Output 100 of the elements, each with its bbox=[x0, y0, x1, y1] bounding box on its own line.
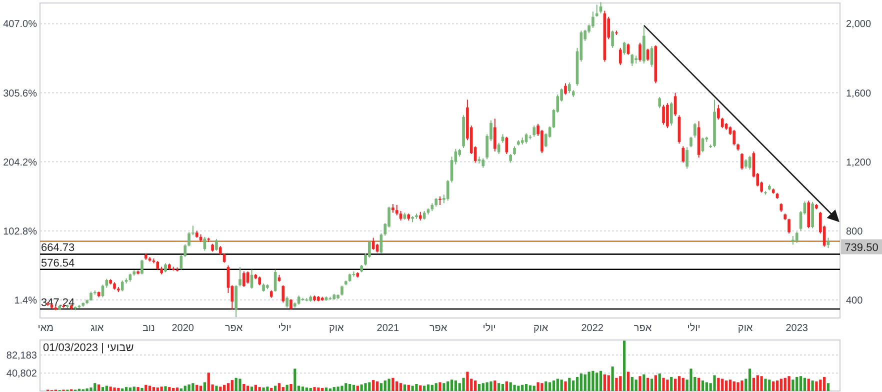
bar bbox=[309, 388, 312, 391]
candlestick bbox=[250, 269, 254, 290]
bar bbox=[336, 386, 340, 391]
candlestick bbox=[650, 46, 654, 68]
candlestick bbox=[788, 218, 790, 234]
bar bbox=[380, 383, 382, 391]
bar bbox=[411, 386, 414, 391]
y-tick-label: 1,600 bbox=[846, 88, 872, 100]
bar bbox=[524, 384, 528, 391]
bar bbox=[230, 380, 234, 391]
x-tick-label: נוב bbox=[142, 323, 156, 334]
bar bbox=[799, 376, 802, 391]
bar bbox=[313, 387, 316, 391]
candlestick bbox=[694, 122, 696, 138]
bar bbox=[419, 385, 422, 391]
bar bbox=[94, 383, 96, 391]
x-tick-label: אפר bbox=[224, 323, 244, 334]
annotation: שבועי | 01/03/2023 bbox=[43, 342, 134, 354]
bar bbox=[732, 381, 736, 391]
y2-tick-label: 1.4% bbox=[14, 295, 38, 306]
bar bbox=[819, 380, 822, 391]
bar bbox=[254, 384, 257, 391]
bar bbox=[666, 380, 669, 391]
x-tick-label: 2023 bbox=[786, 323, 808, 334]
bar bbox=[128, 388, 132, 391]
bar bbox=[105, 386, 108, 391]
x-tick-label: 2021 bbox=[376, 323, 400, 334]
bar bbox=[540, 383, 544, 391]
bar bbox=[160, 386, 163, 391]
y-tick-label: 2,000 bbox=[846, 19, 872, 30]
bar bbox=[223, 384, 226, 391]
candlestick bbox=[234, 284, 238, 318]
bar bbox=[521, 384, 524, 391]
candlestick bbox=[564, 82, 567, 95]
bar bbox=[321, 388, 324, 391]
bar bbox=[250, 386, 254, 391]
bar bbox=[752, 378, 756, 391]
bar bbox=[180, 388, 182, 391]
bar bbox=[536, 382, 540, 391]
y-tick-label: 800 bbox=[846, 226, 864, 238]
y2-tick-label: 305.6% bbox=[3, 88, 38, 100]
bar bbox=[207, 372, 210, 391]
bar bbox=[332, 387, 336, 391]
candlestick bbox=[740, 152, 744, 170]
bar bbox=[646, 378, 650, 391]
candlestick bbox=[101, 284, 104, 298]
bar bbox=[348, 384, 352, 391]
candlestick bbox=[395, 204, 398, 216]
bar bbox=[152, 387, 156, 391]
bar bbox=[490, 381, 492, 391]
bar bbox=[505, 381, 508, 391]
candlestick bbox=[192, 225, 194, 236]
bar bbox=[234, 378, 238, 391]
bar bbox=[148, 386, 152, 391]
y-tick-label: 1,200 bbox=[846, 157, 872, 168]
candlestick bbox=[540, 129, 544, 154]
candlestick bbox=[482, 158, 485, 168]
candlestick bbox=[686, 146, 688, 170]
bar bbox=[764, 378, 767, 391]
bar bbox=[784, 378, 786, 391]
bar bbox=[517, 386, 520, 391]
bar bbox=[815, 381, 818, 391]
bar bbox=[748, 368, 752, 391]
candlestick bbox=[690, 136, 692, 148]
bar bbox=[238, 378, 242, 391]
candlestick bbox=[626, 43, 630, 56]
candlestick bbox=[286, 296, 288, 308]
bar bbox=[219, 386, 222, 391]
candlestick bbox=[140, 259, 144, 275]
bar bbox=[466, 372, 469, 391]
bar bbox=[650, 378, 654, 391]
bar bbox=[101, 387, 104, 391]
ref-line-label: 739.50 bbox=[844, 242, 878, 254]
bar bbox=[305, 388, 308, 391]
bar bbox=[513, 384, 516, 391]
y-tick-label: 40,802 bbox=[6, 368, 38, 380]
bar bbox=[626, 372, 630, 391]
bar bbox=[792, 380, 794, 391]
candlestick bbox=[611, 30, 614, 48]
bar bbox=[556, 378, 559, 391]
candlestick bbox=[592, 11, 594, 29]
bar bbox=[430, 384, 434, 391]
candlestick bbox=[340, 285, 344, 296]
bar bbox=[576, 376, 579, 391]
bar bbox=[242, 384, 246, 391]
candlestick bbox=[282, 284, 285, 303]
bar bbox=[572, 380, 575, 391]
bar bbox=[501, 384, 504, 391]
bar bbox=[317, 388, 320, 391]
bar bbox=[140, 388, 144, 391]
bar bbox=[372, 380, 375, 391]
bar bbox=[674, 378, 677, 391]
bar bbox=[113, 388, 116, 391]
ref-line-label: 664.73 bbox=[41, 242, 75, 254]
bar bbox=[117, 388, 120, 391]
bar bbox=[474, 380, 477, 391]
ref-line-label: 576.54 bbox=[41, 257, 75, 270]
bar bbox=[678, 376, 681, 391]
bar bbox=[736, 382, 740, 391]
bar bbox=[588, 372, 590, 391]
